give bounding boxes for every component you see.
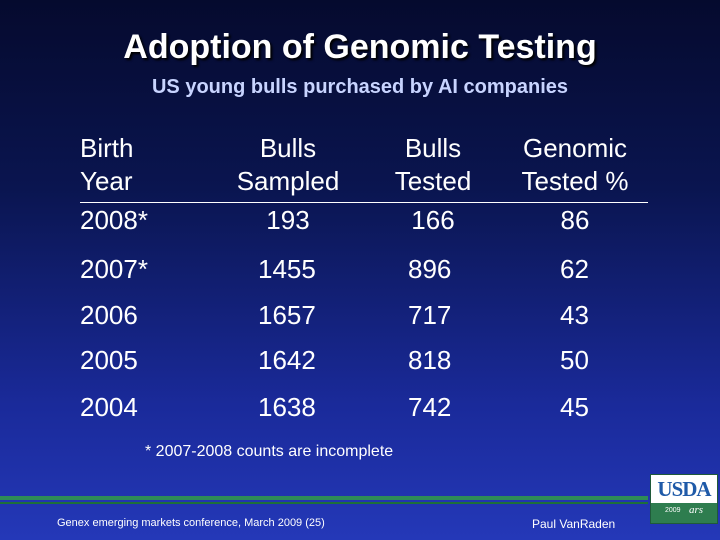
- cell-year: 2007*: [80, 254, 148, 284]
- cell-pct: 86: [560, 205, 590, 235]
- table-row: 2007* 1455 896 62: [0, 254, 720, 288]
- cell-sampled: 1638: [258, 392, 316, 422]
- header-genomic-tested-pct: Genomic Tested %: [505, 132, 645, 198]
- cell-year: 2005: [80, 345, 138, 375]
- cell-year: 2004: [80, 392, 138, 422]
- header-bulls-sampled: Bulls Sampled: [218, 132, 358, 198]
- table-row: 2008* 193 166 86: [0, 205, 720, 239]
- cell-tested: 742: [408, 392, 452, 422]
- header-line: Tested %: [521, 166, 629, 196]
- header-divider: [80, 202, 648, 203]
- cell-tested: 896: [408, 254, 452, 284]
- cell-sampled: 193: [266, 205, 310, 235]
- cell-pct: 45: [560, 392, 589, 422]
- footnote: * 2007-2008 counts are incomplete: [145, 443, 394, 460]
- usda-logo-year: 2009: [665, 507, 681, 514]
- table-row: 2004 1638 742 45: [0, 392, 720, 426]
- header-line: Bulls: [404, 133, 462, 163]
- cell-tested: 717: [408, 300, 452, 330]
- cell-sampled: 1455: [258, 254, 316, 284]
- header-line: Genomic: [522, 133, 628, 163]
- cell-pct: 43: [560, 300, 589, 330]
- footer-bar: [0, 496, 648, 500]
- cell-pct: 62: [560, 254, 589, 284]
- footer-author: Paul VanRaden: [532, 517, 616, 531]
- header-line: Bulls: [259, 133, 317, 163]
- usda-logo-band: [651, 503, 717, 523]
- cell-sampled: 1657: [258, 300, 316, 330]
- usda-logo: USDA 2009 ars: [650, 474, 718, 524]
- cell-year: 2008*: [80, 205, 148, 235]
- table-row: 2006 1657 717 43: [0, 300, 720, 334]
- header-line: Sampled: [236, 166, 340, 196]
- cell-tested: 818: [408, 345, 452, 375]
- footer-conference: Genex emerging markets conference, March…: [57, 517, 325, 529]
- cell-year: 2006: [80, 300, 138, 330]
- cell-sampled: 1642: [258, 345, 316, 375]
- cell-pct: 50: [560, 345, 589, 375]
- usda-logo-text: USDA: [657, 477, 711, 501]
- footer-bar-thin: [0, 502, 648, 504]
- slide-title: Adoption of Genomic Testing: [123, 28, 597, 66]
- table-row: 2005 1642 818 50: [0, 345, 720, 379]
- header-line: Birth: [80, 133, 134, 163]
- header-birth-year: Birth Year: [80, 132, 133, 198]
- ars-logo-text: ars: [689, 504, 704, 516]
- slide-subtitle: US young bulls purchased by AI companies: [151, 76, 568, 98]
- cell-tested: 166: [411, 205, 455, 235]
- header-bulls-tested: Bulls Tested: [368, 132, 498, 198]
- header-line: Year: [80, 166, 133, 196]
- header-line: Tested: [394, 166, 472, 196]
